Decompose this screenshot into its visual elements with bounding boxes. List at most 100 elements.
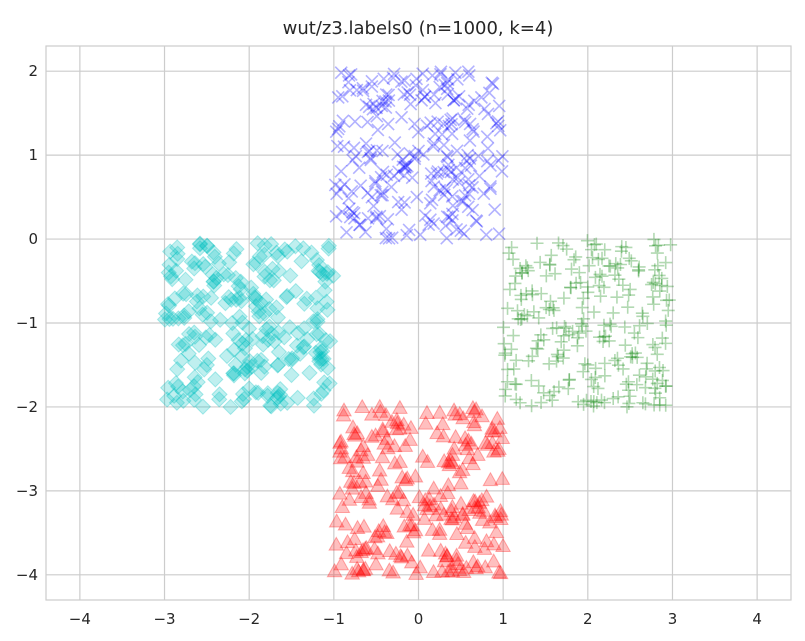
data-point — [354, 398, 371, 414]
data-point — [359, 98, 373, 112]
data-point — [408, 117, 422, 131]
data-point — [645, 278, 659, 292]
data-point — [321, 332, 339, 350]
data-point — [164, 310, 182, 328]
data-point — [335, 205, 349, 219]
data-point — [474, 511, 491, 526]
data-point — [187, 386, 204, 403]
data-point — [428, 96, 442, 110]
data-point — [652, 360, 666, 374]
data-point — [429, 424, 446, 440]
data-point — [490, 564, 507, 579]
data-point — [448, 525, 465, 541]
data-point — [578, 357, 592, 371]
data-point — [262, 397, 279, 414]
data-point — [647, 232, 661, 246]
data-point — [269, 384, 286, 402]
data-point — [437, 138, 451, 152]
data-point — [492, 99, 506, 113]
data-point — [169, 250, 186, 268]
data-point — [531, 334, 545, 348]
data-point — [418, 90, 432, 104]
data-point — [489, 116, 503, 130]
data-point — [486, 423, 503, 438]
data-point — [560, 242, 574, 256]
data-point — [525, 399, 539, 413]
data-point — [343, 83, 357, 97]
data-point — [447, 93, 461, 107]
data-point — [511, 312, 525, 326]
data-point — [319, 359, 337, 377]
data-point — [450, 161, 464, 175]
data-point — [265, 272, 282, 289]
data-point — [448, 66, 462, 80]
data-point — [256, 305, 273, 323]
data-point — [552, 236, 566, 250]
data-point — [425, 496, 443, 511]
data-point — [266, 333, 283, 350]
data-point — [202, 289, 220, 307]
data-point — [344, 462, 361, 478]
data-point — [427, 88, 441, 102]
data-point — [614, 244, 628, 258]
data-point — [361, 494, 378, 509]
data-point — [448, 547, 465, 562]
data-point — [423, 196, 437, 210]
data-point — [632, 260, 646, 274]
data-point — [332, 449, 349, 465]
data-point — [504, 342, 518, 356]
data-point — [506, 252, 520, 266]
data-point — [191, 236, 209, 253]
data-point — [438, 181, 452, 195]
data-point — [381, 212, 395, 226]
data-point — [168, 394, 186, 411]
data-point — [465, 492, 482, 508]
data-point — [388, 411, 405, 426]
data-point — [236, 339, 254, 357]
data-point — [648, 277, 662, 291]
data-point — [355, 437, 372, 453]
data-point — [198, 304, 216, 321]
data-point — [646, 275, 660, 289]
data-point — [307, 289, 325, 306]
data-point — [459, 154, 474, 168]
data-point — [497, 337, 511, 351]
data-point — [332, 433, 350, 448]
data-point — [483, 179, 498, 193]
data-point — [638, 397, 652, 411]
data-point — [444, 113, 458, 127]
data-point — [381, 117, 395, 131]
data-point — [444, 511, 461, 526]
data-point — [318, 265, 336, 282]
data-point — [328, 536, 345, 551]
data-point — [399, 503, 416, 518]
data-point — [352, 218, 367, 232]
data-point — [640, 316, 654, 330]
data-point — [375, 517, 392, 533]
data-point — [616, 278, 630, 292]
data-point — [655, 331, 669, 345]
data-point — [169, 245, 186, 262]
data-point — [651, 238, 665, 252]
data-point — [202, 313, 220, 330]
data-point — [598, 356, 612, 370]
data-point — [355, 464, 372, 479]
data-point — [233, 393, 251, 410]
data-point — [648, 263, 662, 277]
data-point — [398, 74, 412, 88]
data-point — [263, 325, 280, 342]
data-point — [402, 419, 419, 434]
data-point — [356, 84, 370, 98]
data-point — [551, 350, 565, 364]
data-point — [359, 446, 376, 461]
data-point — [459, 440, 476, 456]
data-point — [450, 72, 464, 86]
data-point — [169, 360, 186, 378]
data-point — [345, 184, 359, 199]
data-point — [375, 185, 389, 199]
data-point — [582, 259, 596, 273]
data-point — [341, 75, 356, 89]
data-point — [485, 76, 499, 90]
x-tick-label: 3 — [668, 610, 678, 628]
data-point — [291, 345, 309, 363]
